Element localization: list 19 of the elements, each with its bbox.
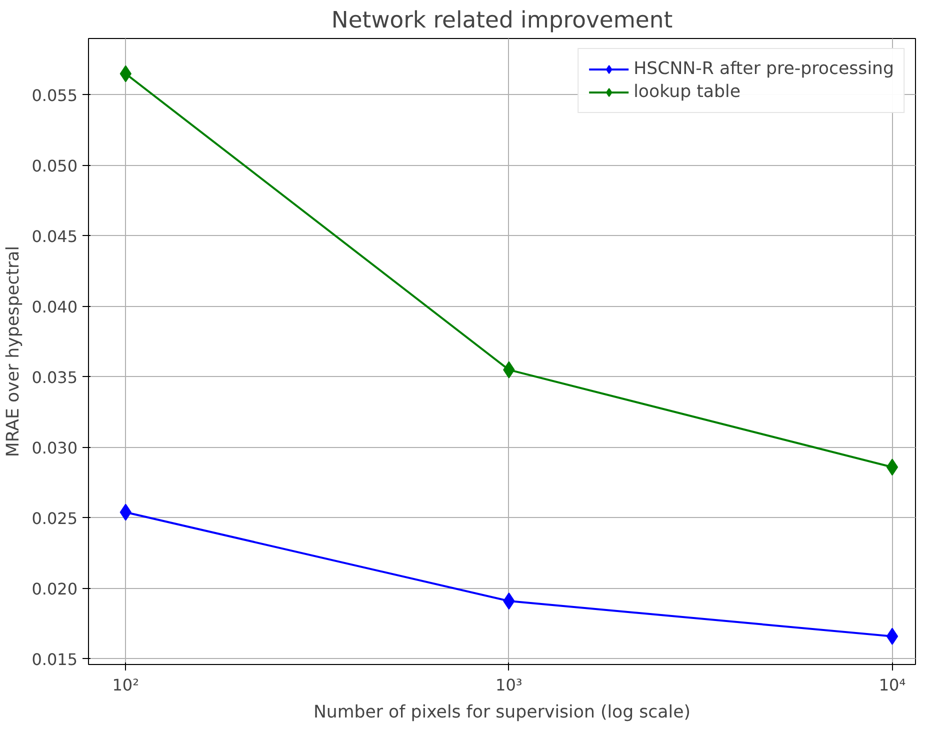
point — [886, 458, 898, 476]
point — [886, 628, 898, 645]
chart-title: Network related improvement — [331, 8, 673, 34]
y-tick-label: 0.020 — [32, 579, 78, 598]
y-tick-label: 0.030 — [32, 438, 78, 458]
y-tick-label: 0.045 — [32, 226, 78, 246]
y-tick-label: 0.015 — [32, 650, 78, 669]
legend-label: HSCNN-R after pre-processing — [634, 59, 894, 79]
legend-label: lookup table — [634, 82, 740, 102]
x-tick-label: 10⁴ — [878, 676, 906, 694]
y-tick-label: 0.025 — [32, 508, 78, 528]
x-tick-label: 10³ — [496, 676, 522, 694]
y-tick-label: 0.035 — [32, 368, 78, 387]
y-tick-label: 0.040 — [32, 297, 78, 316]
y-axis-title: MRAE over hypespectral — [4, 246, 24, 458]
y-tick-label: 0.050 — [32, 156, 78, 176]
x-axis-title: Number of pixels for supervision (log scale) — [313, 702, 691, 722]
x-tick-label: 10² — [112, 676, 140, 694]
y-tick-label: 0.055 — [32, 86, 78, 105]
